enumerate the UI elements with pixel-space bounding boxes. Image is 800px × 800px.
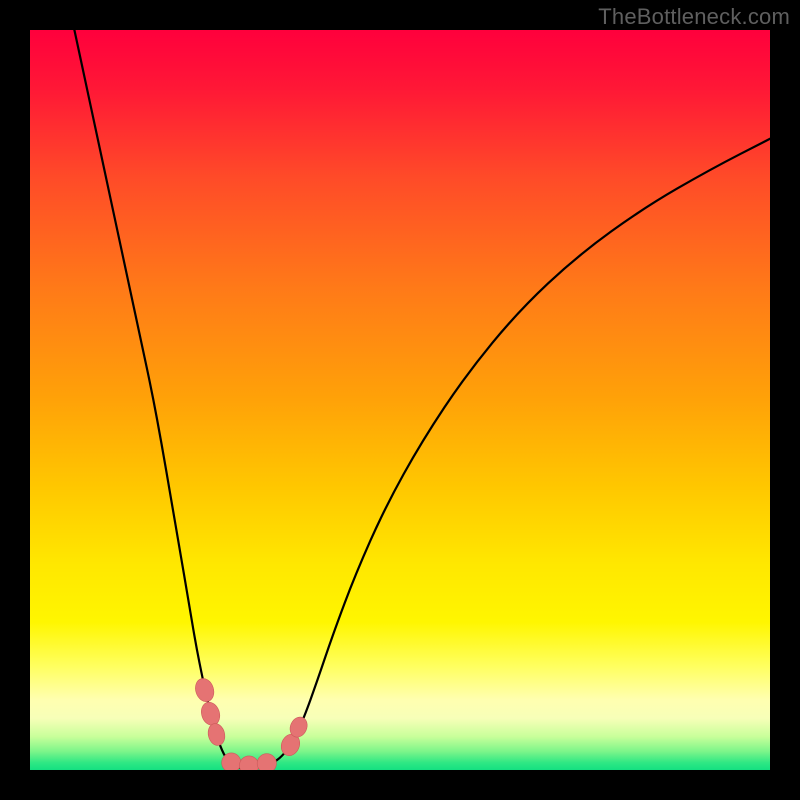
marker-point: [193, 676, 217, 704]
marker-point: [257, 754, 276, 770]
watermark-text: TheBottleneck.com: [598, 4, 790, 30]
marker-point: [198, 700, 222, 728]
chart-container: TheBottleneck.com: [0, 0, 800, 800]
bottleneck-curve: [74, 30, 770, 769]
marker-point: [206, 722, 227, 747]
plot-area: [30, 30, 770, 770]
marker-point: [222, 753, 241, 770]
marker-point: [239, 756, 258, 770]
curve-layer: [30, 30, 770, 770]
curve-markers: [193, 676, 311, 770]
